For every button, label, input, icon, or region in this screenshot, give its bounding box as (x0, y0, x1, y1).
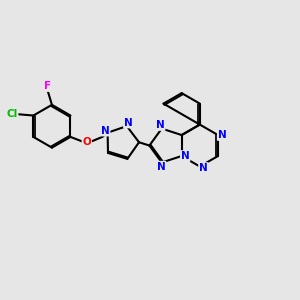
Text: N: N (218, 130, 226, 140)
Text: N: N (157, 162, 166, 172)
Text: N: N (101, 126, 110, 136)
Text: F: F (44, 81, 51, 91)
Text: Cl: Cl (6, 109, 18, 119)
Text: N: N (199, 163, 208, 173)
Text: N: N (124, 118, 133, 128)
Text: N: N (181, 151, 190, 161)
Text: N: N (156, 120, 165, 130)
Text: O: O (82, 137, 91, 147)
